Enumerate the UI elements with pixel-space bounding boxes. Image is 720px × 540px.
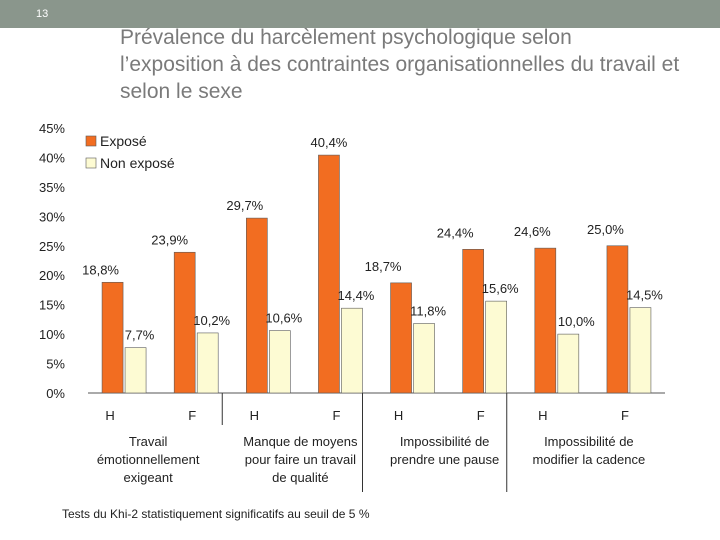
bar-non-expose (269, 330, 291, 394)
group-label: Impossibilité de modifier la cadence (533, 434, 646, 467)
bar-non-expose (196, 332, 219, 394)
header-bar (0, 0, 720, 28)
data-label-expose: 29,7% (226, 198, 263, 213)
bar-non-expose (124, 347, 147, 394)
bar-non-expose (629, 307, 652, 394)
legend-swatch-non-expose (85, 157, 97, 169)
y-tick-label: 5% (46, 357, 65, 372)
bar-expose (246, 217, 268, 394)
x-tick-label: H (394, 408, 403, 423)
x-tick-label: H (250, 408, 259, 423)
legend-label-expose: Exposé (100, 133, 147, 149)
bar-non-expose (413, 323, 435, 394)
bar-chart: 0% 5% 10% 15% 20% 25% 30% 35% 40% 45% 18,8% 7,7% H 23… (39, 121, 665, 492)
x-tick-label: F (188, 408, 196, 423)
legend-label-non-expose: Non exposé (100, 155, 175, 171)
slide-title: Prévalence du harcèlement psychologique … (120, 26, 680, 103)
data-label-expose: 18,8% (82, 262, 119, 277)
data-label-non-expose: 10,0% (558, 314, 595, 329)
x-tick-label: F (621, 408, 629, 423)
bar-non-expose (485, 300, 507, 394)
bar-non-expose (341, 307, 363, 394)
group-label: Manque de moyens pour faire un travail de … (243, 434, 358, 485)
bar-expose (606, 245, 629, 394)
data-label-non-expose: 15,6% (482, 281, 519, 296)
y-tick-label: 25% (39, 239, 65, 254)
data-label-non-expose: 14,5% (626, 288, 663, 303)
x-tick-label: H (105, 408, 114, 423)
y-tick-label: 15% (39, 298, 65, 313)
data-label-expose: 25,0% (587, 222, 624, 237)
x-tick-label: H (538, 408, 547, 423)
data-label-non-expose: 7,7% (125, 328, 155, 343)
bar-non-expose (557, 333, 580, 394)
data-label-expose: 24,6% (514, 224, 551, 239)
group-label: Travail émotionnellement exigeant (97, 434, 200, 485)
data-label-non-expose: 10,2% (193, 313, 230, 328)
bar-expose (101, 281, 124, 394)
data-label-expose: 40,4% (311, 135, 348, 150)
footnote: Tests du Khi-2 statistiquement significa… (62, 507, 370, 521)
bar-expose (173, 251, 196, 394)
data-label-expose: 18,7% (365, 259, 402, 274)
y-tick-label: 20% (39, 268, 65, 283)
y-tick-label: 0% (46, 386, 65, 401)
legend-swatch-expose (85, 135, 97, 147)
y-tick-label: 35% (39, 180, 65, 195)
bar-expose (462, 249, 484, 394)
bar-expose (318, 154, 340, 394)
x-tick-label: F (332, 408, 340, 423)
bar-expose (534, 247, 557, 394)
bar-expose (390, 282, 412, 394)
x-tick-label: F (477, 408, 485, 423)
y-tick-label: 10% (39, 327, 65, 342)
y-tick-label: 40% (39, 150, 65, 165)
slide-number: 13 (36, 8, 49, 20)
y-tick-label: 30% (39, 209, 65, 224)
data-label-non-expose: 14,4% (338, 288, 375, 303)
data-label-non-expose: 10,6% (265, 311, 302, 326)
group-label: Impossibilité de prendre une pause (390, 434, 499, 467)
data-label-non-expose: 11,8% (410, 304, 446, 319)
data-label-expose: 24,4% (437, 225, 474, 240)
y-tick-label: 45% (39, 121, 65, 136)
data-label-expose: 23,9% (151, 232, 188, 247)
